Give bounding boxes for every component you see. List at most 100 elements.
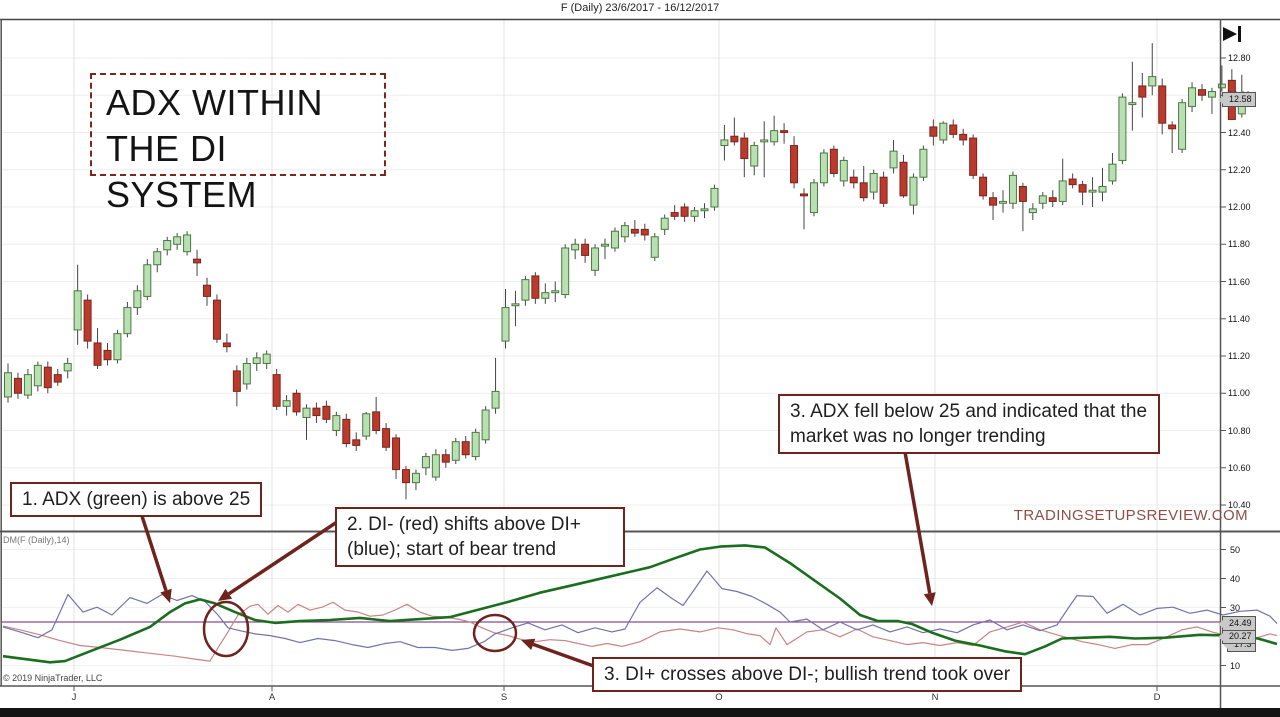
candle: [13, 372, 22, 399]
candle: [710, 184, 719, 211]
annotation-box-2: 2. DI- (red) shifts above DI+ (blue); st…: [335, 507, 625, 567]
candle: [740, 132, 749, 178]
candle: [183, 231, 192, 256]
candle: [1058, 158, 1067, 206]
candle: [610, 227, 619, 252]
candle: [531, 272, 540, 304]
candle: [511, 290, 520, 327]
candle: [1138, 72, 1147, 118]
candle: [431, 449, 440, 481]
candle: [163, 236, 172, 256]
candle: [1028, 203, 1037, 221]
candle: [879, 171, 888, 207]
candle: [1078, 180, 1087, 206]
candle: [1068, 173, 1077, 189]
candle: [352, 432, 361, 451]
candle: [461, 436, 470, 459]
candle: [53, 369, 62, 386]
candle: [193, 249, 202, 276]
candle: [1128, 61, 1137, 131]
candle: [292, 389, 301, 416]
candle: [969, 134, 978, 180]
candle: [103, 342, 112, 366]
candle: [262, 350, 271, 370]
candle: [959, 128, 968, 146]
adx-line: [2, 544, 1278, 664]
candle: [123, 301, 132, 338]
watermark: TRADINGSETUPSREVIEW.COM: [1013, 507, 1248, 524]
candle: [581, 238, 590, 263]
annotation-box-3: 3. ADX fell below 25 and indicated that …: [778, 394, 1160, 454]
candle: [750, 141, 759, 176]
candle: [551, 281, 560, 302]
candle: [680, 203, 689, 222]
candle: [591, 244, 600, 276]
candle: [372, 396, 381, 435]
candle: [342, 413, 351, 448]
candle: [402, 465, 410, 500]
candle: [859, 166, 868, 202]
candle: [252, 352, 261, 371]
candle: [949, 119, 958, 139]
candle: [282, 395, 291, 416]
candle: [601, 238, 609, 260]
candle: [989, 192, 998, 221]
candle: [153, 247, 162, 273]
candle: [1158, 78, 1167, 135]
candle: [521, 275, 530, 306]
candle: [441, 449, 450, 468]
candle: [491, 357, 500, 414]
headline-line1: ADX WITHIN: [106, 82, 323, 123]
candle: [829, 145, 838, 178]
candle: [222, 333, 231, 353]
candle: [1207, 87, 1216, 114]
candle: [212, 294, 221, 343]
candle: [929, 119, 938, 146]
candle: [1118, 93, 1127, 165]
copyright-notice: © 2019 NinjaTrader, LLC: [3, 673, 103, 683]
candle: [889, 139, 898, 174]
candle: [73, 264, 82, 345]
candle: [23, 369, 32, 399]
candle: [362, 411, 371, 440]
candle: [382, 423, 391, 451]
candle: [571, 238, 580, 260]
candle: [1038, 192, 1047, 209]
candle: [312, 402, 321, 424]
candle: [919, 145, 928, 181]
candle: [1148, 43, 1157, 96]
candle: [561, 244, 570, 299]
candle: [481, 406, 490, 444]
bottom-bar: [0, 708, 1280, 717]
candle: [999, 190, 1007, 213]
candle: [1088, 177, 1097, 207]
candle: [322, 400, 331, 424]
candle: [272, 369, 281, 411]
candle: [203, 277, 211, 306]
candle: [83, 294, 92, 349]
candle: [232, 365, 241, 407]
candle: [93, 328, 102, 370]
candle: [471, 428, 480, 461]
candle: [143, 259, 152, 301]
headline-line2: THE DI SYSTEM: [106, 128, 258, 215]
candle: [541, 283, 550, 304]
candle: [1008, 171, 1017, 209]
headline-box: ADX WITHIN THE DI SYSTEM: [90, 73, 386, 215]
candle: [899, 154, 908, 198]
candle: [302, 404, 311, 440]
candle: [869, 169, 878, 200]
candle: [421, 452, 430, 476]
candle: [650, 233, 659, 262]
go-to-last-bar-icon[interactable]: [1222, 24, 1244, 49]
candle: [849, 169, 858, 189]
candle: [1198, 84, 1206, 101]
candle: [4, 363, 12, 403]
candle: [939, 121, 948, 144]
candle: [620, 221, 629, 243]
indicator-label: DM(F (Daily),14): [3, 535, 70, 545]
candle: [700, 203, 709, 219]
annotation-box-4: 3. DI+ crosses above DI-; bullish trend …: [592, 657, 1023, 692]
candle: [790, 136, 799, 189]
